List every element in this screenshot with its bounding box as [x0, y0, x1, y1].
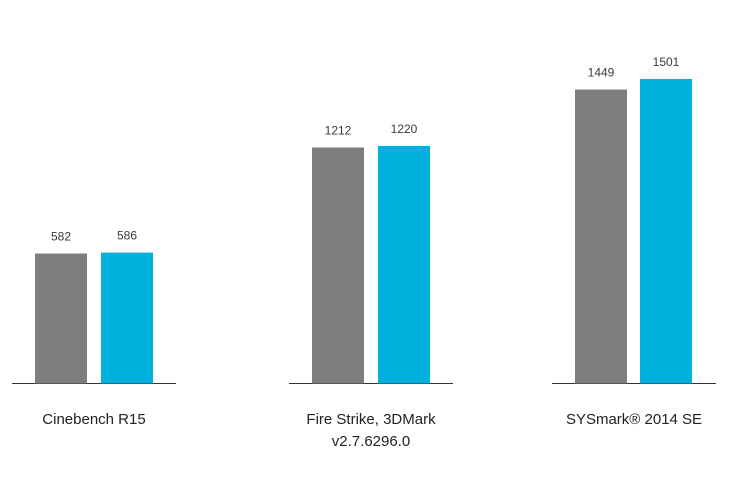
bar-cinebench-r15-series-2: [101, 252, 153, 384]
bar-sysmark-2014-se-series-1: [575, 89, 627, 384]
category-label-fire-strike-3dmark-line-2: v2.7.6296.0: [332, 433, 410, 450]
bar-sysmark-2014-se-series-2: [640, 78, 692, 384]
value-label-cinebench-r15-series-2: 586: [117, 229, 137, 243]
category-label-fire-strike-3dmark-line-1: Fire Strike, 3DMark: [306, 411, 436, 428]
value-label-sysmark-2014-se-series-1: 1449: [588, 66, 615, 80]
value-label-cinebench-r15-series-1: 582: [51, 230, 71, 244]
category-label-cinebench-r15: Cinebench R15: [42, 411, 145, 428]
value-label-fire-strike-3dmark-series-1: 1212: [325, 124, 352, 138]
value-label-fire-strike-3dmark-series-2: 1220: [391, 122, 418, 136]
bar-cinebench-r15-series-1: [35, 253, 87, 384]
value-label-sysmark-2014-se-series-2: 1501: [653, 55, 680, 69]
bar-fire-strike-3dmark-series-2: [378, 145, 430, 384]
bar-fire-strike-3dmark-series-1: [312, 147, 364, 384]
category-label-sysmark-2014-se: SYSmark® 2014 SE: [566, 411, 702, 428]
